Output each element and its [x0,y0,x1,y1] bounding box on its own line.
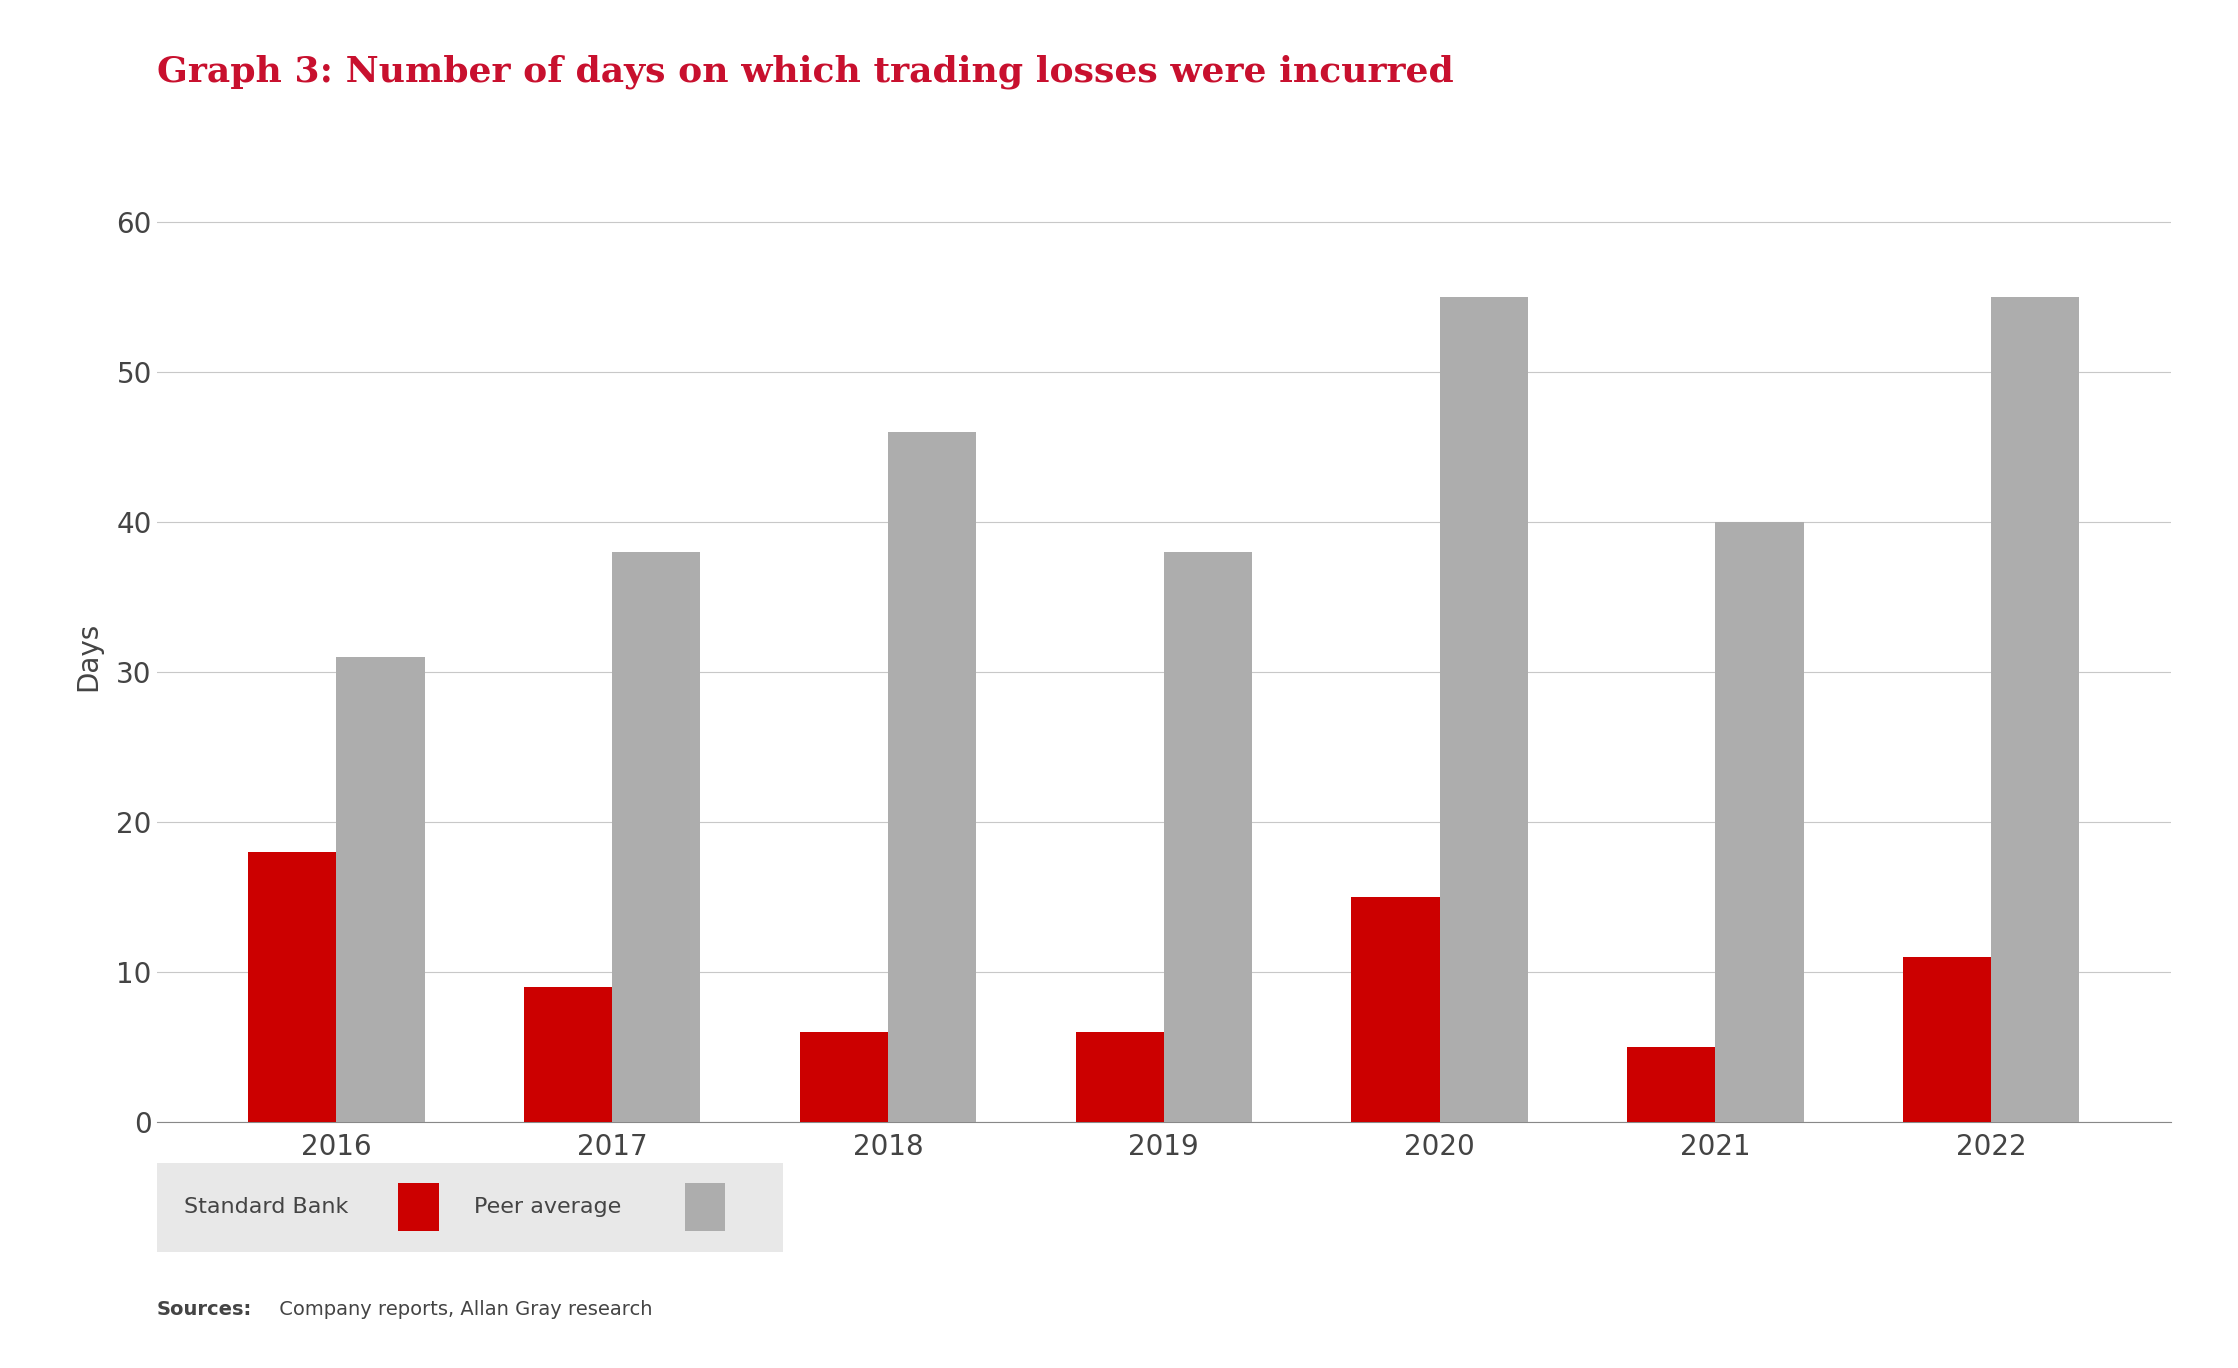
Bar [524,986,613,1122]
Bar [1992,297,2079,1122]
Bar [1076,1031,1164,1122]
Bar [1902,956,1992,1122]
Bar [613,551,700,1122]
Bar [248,852,336,1122]
Text: Sources:: Sources: [157,1300,253,1319]
Y-axis label: Days: Days [74,622,103,691]
Bar [1714,521,1804,1122]
Bar [1164,551,1251,1122]
Bar [1439,297,1529,1122]
Bar [888,431,976,1122]
Text: Company reports, Allan Gray research: Company reports, Allan Gray research [273,1300,653,1319]
Bar [336,657,425,1122]
Text: Graph 3: Number of days on which trading losses were incurred: Graph 3: Number of days on which trading… [157,55,1452,89]
Text: Peer average: Peer average [474,1197,622,1218]
Bar [799,1031,888,1122]
Bar [1352,896,1439,1122]
Bar [1627,1047,1714,1122]
Text: Standard Bank: Standard Bank [184,1197,347,1218]
